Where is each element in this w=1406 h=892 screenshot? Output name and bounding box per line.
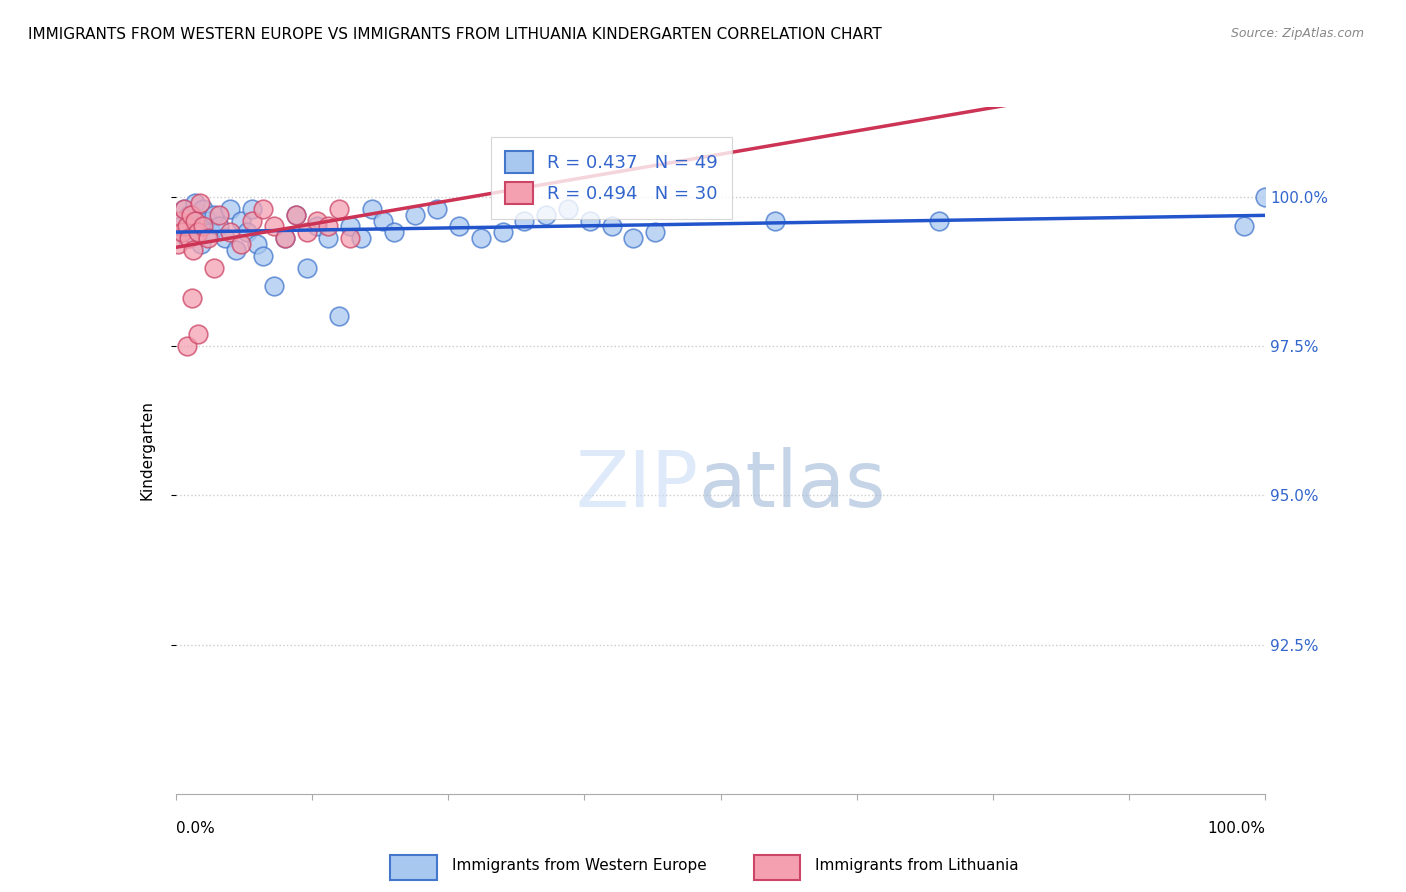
Point (600, 219, 623, 234)
Text: atlas: atlas (699, 447, 886, 523)
Point (1254, 189, 1277, 203)
Point (295, 226, 318, 240)
Point (177, 208, 200, 222)
Point (184, 213, 207, 227)
Point (240, 213, 263, 227)
Point (371, 213, 394, 227)
Text: 100.0%: 100.0% (1208, 822, 1265, 837)
Point (202, 208, 225, 222)
Point (350, 231, 373, 245)
Point (208, 219, 231, 234)
Point (328, 309, 350, 323)
FancyBboxPatch shape (754, 855, 800, 880)
Point (534, 208, 557, 222)
Point (225, 244, 247, 258)
Point (447, 219, 470, 234)
Point (173, 202, 195, 216)
Point (188, 195, 211, 210)
Point (557, 202, 579, 216)
Point (240, 202, 263, 216)
Point (190, 237, 212, 252)
Point (176, 219, 198, 234)
Point (197, 231, 219, 245)
Point (235, 226, 257, 240)
Point (426, 202, 449, 216)
Point (763, 213, 786, 227)
Point (170, 219, 193, 234)
Point (263, 219, 285, 234)
Point (382, 226, 405, 240)
Point (191, 219, 214, 234)
Point (621, 231, 644, 245)
Point (284, 208, 307, 222)
Text: Immigrants from Lithuania: Immigrants from Lithuania (815, 858, 1019, 872)
Point (177, 231, 200, 245)
Point (339, 231, 361, 245)
Point (219, 226, 242, 240)
Point (513, 213, 536, 227)
Point (219, 202, 242, 216)
Point (252, 249, 274, 263)
Point (307, 219, 329, 234)
Point (172, 226, 194, 240)
Point (197, 213, 219, 227)
Point (339, 219, 361, 234)
Point (579, 213, 602, 227)
Point (181, 291, 204, 305)
Point (169, 213, 191, 227)
Point (1233, 219, 1256, 234)
Point (186, 326, 209, 341)
Point (202, 261, 225, 276)
Point (200, 226, 222, 240)
Y-axis label: Kindergarten: Kindergarten (141, 401, 155, 500)
Point (284, 208, 307, 222)
Point (186, 219, 209, 234)
Point (644, 226, 666, 240)
Point (231, 213, 253, 227)
Point (191, 202, 214, 216)
Point (328, 202, 350, 216)
Point (176, 339, 198, 353)
Point (176, 231, 198, 245)
Point (214, 231, 236, 245)
Point (246, 237, 269, 252)
Text: IMMIGRANTS FROM WESTERN EUROPE VS IMMIGRANTS FROM LITHUANIA KINDERGARTEN CORRELA: IMMIGRANTS FROM WESTERN EUROPE VS IMMIGR… (28, 27, 882, 42)
Point (928, 213, 950, 227)
Point (167, 237, 190, 252)
Point (295, 261, 318, 276)
Text: 0.0%: 0.0% (176, 822, 215, 837)
Point (274, 231, 297, 245)
Point (208, 208, 231, 222)
Point (173, 202, 195, 216)
Point (263, 279, 285, 293)
FancyBboxPatch shape (391, 855, 436, 880)
Point (252, 202, 274, 216)
Point (186, 226, 209, 240)
Point (405, 208, 427, 222)
Point (318, 219, 340, 234)
Point (180, 208, 202, 222)
Point (470, 231, 492, 245)
Point (231, 237, 253, 252)
Point (318, 231, 340, 245)
Text: Source: ZipAtlas.com: Source: ZipAtlas.com (1230, 27, 1364, 40)
Point (307, 213, 329, 227)
Point (184, 195, 207, 210)
Point (492, 226, 515, 240)
Text: ZIP: ZIP (576, 447, 699, 523)
Point (181, 244, 204, 258)
Text: Immigrants from Western Europe: Immigrants from Western Europe (453, 858, 707, 872)
Point (274, 231, 297, 245)
Point (361, 202, 384, 216)
Point (181, 219, 204, 234)
Legend: R = 0.437   N = 49, R = 0.494   N = 30: R = 0.437 N = 49, R = 0.494 N = 30 (491, 136, 733, 219)
